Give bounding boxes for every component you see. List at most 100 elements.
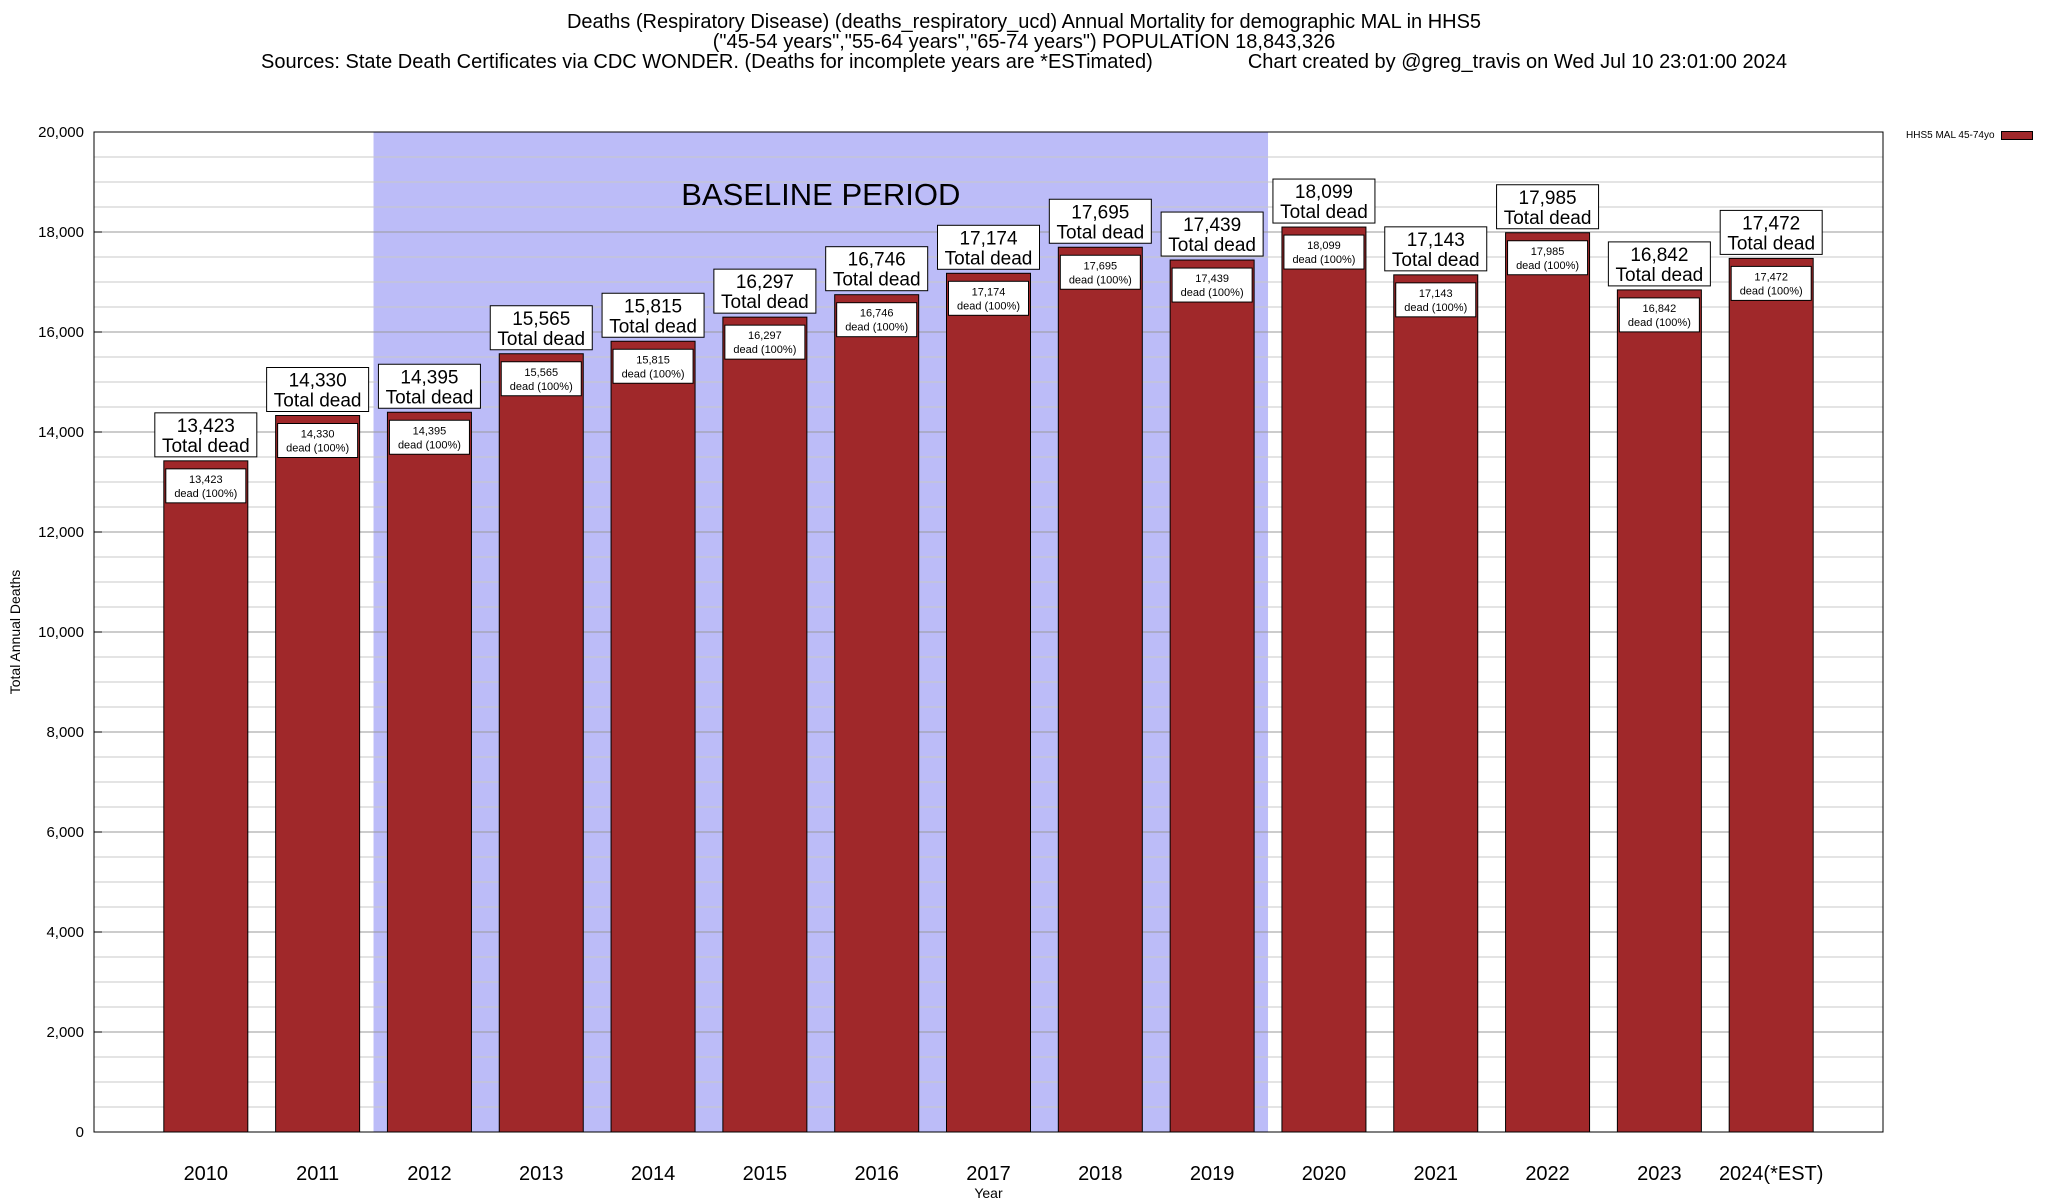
bar-top-value-label: 17,143 — [1407, 230, 1465, 251]
bar-inner-label-box — [836, 302, 918, 338]
bar-inner-percent-label: dead (100%) — [957, 300, 1020, 312]
bar-top-label-box — [377, 363, 481, 409]
bar-top-total-label: Total dead — [497, 329, 585, 350]
bar-top-total-label: Total dead — [274, 391, 362, 412]
x-tick-label: 2021 — [1414, 1163, 1459, 1185]
bar-top-total-label: Total dead — [386, 387, 474, 408]
bar — [1728, 257, 1814, 1133]
y-tick-label: 6,000 — [46, 824, 84, 841]
bar-inner-percent-label: dead (100%) — [622, 368, 685, 380]
bar-top-value-label: 17,985 — [1519, 188, 1577, 209]
x-tick-label: 2013 — [519, 1163, 564, 1185]
bar-inner-value-label: 17,472 — [1754, 271, 1788, 283]
bar-inner-label-box — [1395, 282, 1477, 318]
y-tick-label: 8,000 — [46, 724, 84, 741]
x-tick-label: 2015 — [743, 1163, 788, 1185]
bar-top-label-box — [1048, 198, 1152, 244]
bar — [610, 340, 696, 1133]
x-tick-label: 2016 — [854, 1163, 899, 1185]
bar-inner-label-box — [1059, 254, 1141, 290]
title-line-1: Deaths (Respiratory Disease) (deaths_res… — [566, 11, 1482, 33]
y-tick-label: 12,000 — [38, 524, 84, 541]
bar-top-label-box — [1160, 211, 1264, 257]
bar-inner-label-box — [388, 419, 470, 455]
bar-top-label-box — [154, 412, 258, 458]
bar-top-total-label: Total dead — [721, 292, 809, 313]
title-line-3: Sources: State Death Certificates via CD… — [0, 52, 2048, 72]
bar-inner-label-box — [1618, 297, 1700, 333]
bar-inner-value-label: 15,815 — [636, 354, 670, 366]
bar-top-total-label: Total dead — [945, 248, 1033, 269]
x-tick-label: 2020 — [1302, 1163, 1347, 1185]
y-tick-label: 2,000 — [46, 1024, 84, 1041]
bar-inner-label-box — [500, 361, 582, 397]
baseline-period-label: BASELINE PERIOD — [681, 177, 960, 212]
y-tick-label: 14,000 — [38, 424, 84, 441]
title-sources: Sources: State Death Certificates via CD… — [261, 51, 1153, 73]
x-axis-title: Year — [974, 1185, 1003, 1200]
bar-inner-value-label: 16,842 — [1643, 303, 1677, 315]
bar-inner-value-label: 17,695 — [1083, 260, 1117, 272]
bar-inner-label-box — [277, 423, 359, 458]
bar-inner-label-box — [1171, 267, 1253, 303]
bar-top-label-box — [1384, 226, 1488, 272]
bar-inner-percent-label: dead (100%) — [1516, 260, 1579, 272]
y-tick-label: 4,000 — [46, 924, 84, 941]
bar-top-label-box — [1607, 241, 1711, 287]
bar-top-label-box — [937, 224, 1040, 270]
bar-inner-label-box — [1507, 240, 1589, 276]
bar-inner-percent-label: dead (100%) — [286, 443, 349, 455]
bar — [946, 272, 1031, 1133]
bar-top-label-box — [601, 292, 705, 338]
bar-top-value-label: 14,330 — [289, 371, 347, 392]
x-tick-label: 2019 — [1190, 1163, 1235, 1185]
bar-inner-label-box — [1730, 265, 1812, 301]
bar-top-value-label: 15,815 — [624, 296, 682, 317]
legend-label: HHS5 MAL 45-74yo — [1906, 130, 1995, 141]
bar-top-value-label: 16,746 — [848, 250, 906, 271]
bar-inner-percent-label: dead (100%) — [1628, 317, 1691, 329]
bar — [1057, 246, 1143, 1133]
bar-top-value-label: 17,174 — [959, 228, 1018, 249]
bar — [163, 460, 249, 1133]
bar-inner-value-label: 14,330 — [301, 429, 335, 441]
bar-inner-label-box — [165, 468, 247, 504]
bar-top-label-box — [825, 246, 929, 292]
bar-inner-value-label: 17,985 — [1531, 246, 1565, 258]
bar — [1393, 274, 1479, 1133]
y-axis-title: Total Annual Deaths — [7, 570, 23, 695]
bar-inner-label-box — [724, 324, 806, 360]
bar-top-value-label: 16,842 — [1630, 245, 1688, 266]
y-tick-label: 0 — [76, 1124, 84, 1141]
bar-inner-label-box — [1283, 234, 1365, 270]
bar — [1169, 259, 1255, 1133]
bar-top-label-box — [266, 367, 370, 412]
bar-inner-percent-label: dead (100%) — [1069, 274, 1132, 286]
bar — [498, 353, 584, 1133]
bar — [722, 316, 808, 1133]
bar-top-total-label: Total dead — [833, 270, 921, 291]
bar-top-total-label: Total dead — [162, 436, 250, 457]
bar — [1505, 232, 1591, 1133]
bar-inner-value-label: 17,143 — [1419, 288, 1453, 300]
bar-top-total-label: Total dead — [1616, 265, 1704, 286]
bar-inner-percent-label: dead (100%) — [398, 439, 461, 451]
x-tick-label: 2011 — [296, 1163, 339, 1185]
bar-inner-percent-label: dead (100%) — [1181, 287, 1244, 299]
bar-top-value-label: 18,099 — [1295, 182, 1353, 203]
legend-swatch — [2000, 131, 2033, 140]
bar-top-value-label: 13,423 — [177, 416, 235, 437]
bar-top-value-label: 17,695 — [1071, 202, 1129, 223]
x-tick-label: 2023 — [1637, 1163, 1682, 1185]
bar — [386, 411, 472, 1133]
x-tick-label: 2017 — [966, 1163, 1011, 1185]
x-tick-label: 2012 — [407, 1163, 452, 1185]
y-tick-label: 20,000 — [38, 124, 84, 141]
bar-top-total-label: Total dead — [1392, 250, 1480, 271]
bar-top-value-label: 16,297 — [736, 272, 794, 293]
x-tick-label: 2018 — [1078, 1163, 1123, 1185]
bar-top-value-label: 14,395 — [400, 367, 458, 388]
bar-inner-percent-label: dead (100%) — [845, 322, 908, 334]
bar-top-total-label: Total dead — [609, 316, 697, 337]
